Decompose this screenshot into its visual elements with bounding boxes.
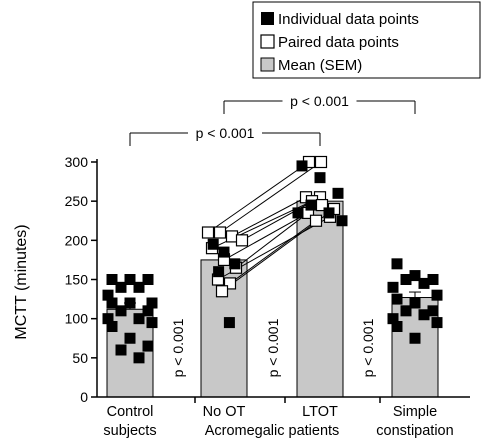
- individual-point: [102, 313, 114, 325]
- legend: Individual data points Paired data points…: [252, 1, 481, 79]
- x-axis-labels: Control subjects No OT LTOT Simple constipati…: [103, 404, 453, 439]
- paired-point-ltot: [314, 155, 328, 169]
- individual-point: [431, 289, 443, 301]
- individual-point: [124, 332, 136, 344]
- individual-point: [292, 207, 304, 219]
- individual-point: [124, 297, 136, 309]
- individual-point: [133, 352, 145, 364]
- sem-error-bars: [124, 192, 421, 310]
- paired-point-ltot: [309, 214, 323, 227]
- category-label: Simple: [393, 404, 437, 420]
- paired-point-no-ot: [215, 285, 229, 298]
- individual-point: [387, 281, 399, 293]
- individual-point: [391, 258, 403, 270]
- y-axis: 0 50 100 150 200 250 300: [65, 154, 470, 405]
- individual-point: [213, 266, 225, 278]
- paired-line: [219, 161, 322, 233]
- individual-point: [409, 270, 421, 282]
- individual-point: [296, 160, 308, 172]
- category-label-line2: subjects: [103, 423, 156, 439]
- individual-point: [124, 274, 136, 285]
- individual-point: [336, 215, 348, 227]
- y-tick-label: 250: [65, 193, 89, 209]
- data-points: [102, 155, 443, 364]
- individual-point: [400, 274, 412, 285]
- category-label: No OT: [203, 404, 246, 420]
- individual-point: [427, 305, 439, 317]
- individual-point: [418, 277, 430, 289]
- y-tick-label: 150: [65, 272, 89, 288]
- individual-point: [218, 246, 230, 258]
- individual-point: [142, 305, 154, 317]
- paired-line: [207, 161, 310, 233]
- individual-point: [323, 207, 335, 219]
- y-tick-label: 300: [65, 154, 89, 170]
- individual-point: [106, 297, 118, 309]
- y-tick-label: 0: [80, 389, 88, 405]
- paired-line: [231, 196, 307, 237]
- bracket-label: p < 0.001: [290, 93, 349, 109]
- y-tick-label: 100: [65, 311, 89, 327]
- individual-point: [409, 297, 421, 309]
- individual-point: [418, 309, 430, 321]
- individual-point: [106, 274, 118, 285]
- individual-point: [431, 317, 443, 329]
- individual-point: [146, 297, 158, 309]
- vertical-p-value: p < 0.001: [170, 318, 186, 377]
- y-tick-label: 50: [72, 350, 88, 366]
- paired-point-no-ot: [213, 226, 227, 239]
- legend-open-square-icon: [260, 34, 275, 49]
- individual-point: [391, 321, 403, 332]
- individual-point: [142, 274, 154, 285]
- paired-line: [235, 212, 309, 269]
- individual-point: [115, 281, 127, 293]
- group-label: Acromegalic patients: [205, 423, 340, 439]
- paired-point-no-ot: [201, 226, 215, 239]
- individual-point: [332, 187, 344, 199]
- individual-point: [400, 305, 412, 317]
- individual-point: [223, 317, 235, 329]
- p-value-annotations: p < 0.001 p < 0.001 p < 0.001: [170, 318, 376, 377]
- individual-point: [229, 258, 241, 270]
- individual-point: [427, 274, 439, 285]
- vertical-p-value: p < 0.001: [360, 318, 376, 377]
- individual-point: [207, 238, 219, 250]
- individual-point: [133, 281, 145, 293]
- paired-point-no-ot: [223, 277, 237, 290]
- individual-point: [146, 317, 158, 329]
- y-axis-label: MCTT (minutes): [13, 224, 30, 339]
- individual-point: [115, 344, 127, 356]
- individual-point: [106, 321, 118, 332]
- category-label-line2: constipation: [376, 423, 453, 439]
- individual-point: [133, 313, 145, 325]
- individual-point: [409, 332, 421, 344]
- mean-bar: [296, 200, 344, 398]
- individual-point: [305, 199, 317, 211]
- legend-filled-square-icon: [261, 12, 274, 25]
- legend-grey-box-icon: [260, 57, 275, 72]
- legend-label: Individual data points: [278, 11, 419, 28]
- individual-point: [391, 293, 403, 305]
- paired-point-no-ot: [225, 230, 239, 243]
- paired-line: [229, 220, 317, 284]
- individual-point: [387, 313, 399, 325]
- individual-point: [142, 340, 154, 352]
- vertical-p-value: p < 0.001: [265, 318, 281, 377]
- individual-point: [115, 305, 127, 317]
- category-label: LTOT: [302, 404, 338, 420]
- legend-box: [252, 1, 481, 79]
- individual-point: [102, 289, 114, 301]
- significance-brackets: p < 0.001 p < 0.001: [129, 93, 416, 146]
- category-label: Control: [107, 404, 154, 420]
- legend-label: Mean (SEM): [278, 57, 362, 74]
- legend-label: Paired data points: [278, 34, 399, 51]
- bracket-label: p < 0.001: [196, 125, 255, 141]
- individual-point: [314, 172, 326, 184]
- paired-point-no-ot: [235, 234, 249, 247]
- y-tick-label: 200: [65, 232, 89, 248]
